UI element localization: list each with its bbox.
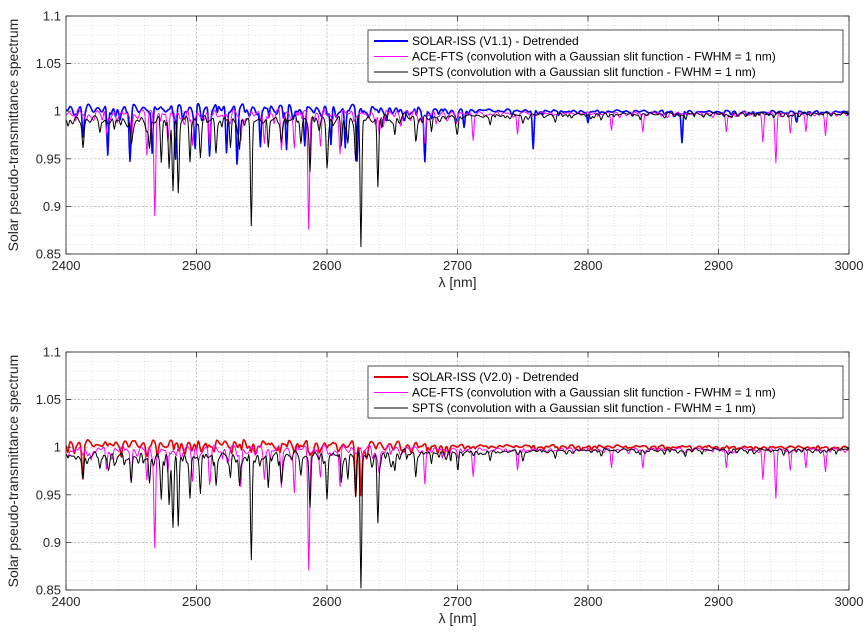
y-tick-label: 0.95 [36, 487, 61, 502]
legend-entry: SPTS (convolution with a Gaussian slit f… [412, 65, 756, 79]
x-tick-label: 2500 [182, 258, 211, 273]
legend-box [367, 29, 844, 83]
legend-entry: ACE-FTS (convolution with a Gaussian sli… [412, 386, 776, 400]
y-tick-label: 1 [54, 104, 61, 119]
legend-entry: ACE-FTS (convolution with a Gaussian sli… [412, 50, 776, 64]
x-tick-label: 2600 [313, 258, 342, 273]
x-axis-label: λ [nm] [438, 274, 476, 290]
series-line-2 [66, 111, 849, 248]
y-tick-label: 0.95 [36, 151, 61, 166]
y-axis-label: Solar pseudo-transmittance spectrum [5, 355, 21, 588]
x-tick-label: 3000 [835, 594, 864, 609]
y-tick-label: 0.85 [36, 247, 61, 262]
legend-box [367, 365, 844, 419]
x-tick-label: 2800 [574, 258, 603, 273]
y-tick-label: 1 [54, 440, 61, 455]
x-tick-label: 2400 [52, 594, 81, 609]
x-tick-label: 2500 [182, 594, 211, 609]
x-tick-label: 2900 [704, 258, 733, 273]
y-tick-label: 0.9 [43, 535, 61, 550]
legend-entry: SOLAR-ISS (V1.1) - Detrended [412, 34, 579, 48]
x-tick-label: 2800 [574, 594, 603, 609]
series-group [66, 438, 849, 589]
y-tick-label: 1.05 [36, 392, 61, 407]
series-line-1 [66, 444, 849, 571]
y-tick-label: 0.85 [36, 583, 61, 598]
y-axis-label: Solar pseudo-transmittance spectrum [5, 19, 21, 252]
x-tick-label: 3000 [835, 258, 864, 273]
x-tick-label: 2900 [704, 594, 733, 609]
series-line-2 [66, 447, 849, 589]
y-tick-label: 1.1 [43, 9, 61, 24]
legend-entry: SOLAR-ISS (V2.0) - Detrended [412, 370, 579, 384]
y-tick-label: 1.05 [36, 56, 61, 71]
series-group [66, 102, 849, 248]
chart-panel-bottom: 2400 2500 2600 2700 2800 2900 3000 0.85 0.9 0.95 1… [5, 345, 863, 627]
legend: SOLAR-ISS (V1.1) - Detrended ACE-FTS (con… [367, 29, 844, 83]
legend: SOLAR-ISS (V2.0) - Detrended ACE-FTS (con… [367, 365, 844, 419]
y-tick-label: 0.9 [43, 199, 61, 214]
x-tick-label: 2600 [313, 594, 342, 609]
legend-entry: SPTS (convolution with a Gaussian slit f… [412, 401, 756, 415]
y-tick-label: 1.1 [43, 345, 61, 360]
x-tick-label: 2700 [443, 258, 472, 273]
x-tick-label: 2400 [52, 258, 81, 273]
x-tick-label: 2700 [443, 594, 472, 609]
chart-panel-top: 2400 2500 2600 2700 2800 2900 3000 0.85 0.9 0.95 1… [5, 9, 863, 291]
x-axis-label: λ [nm] [438, 610, 476, 626]
